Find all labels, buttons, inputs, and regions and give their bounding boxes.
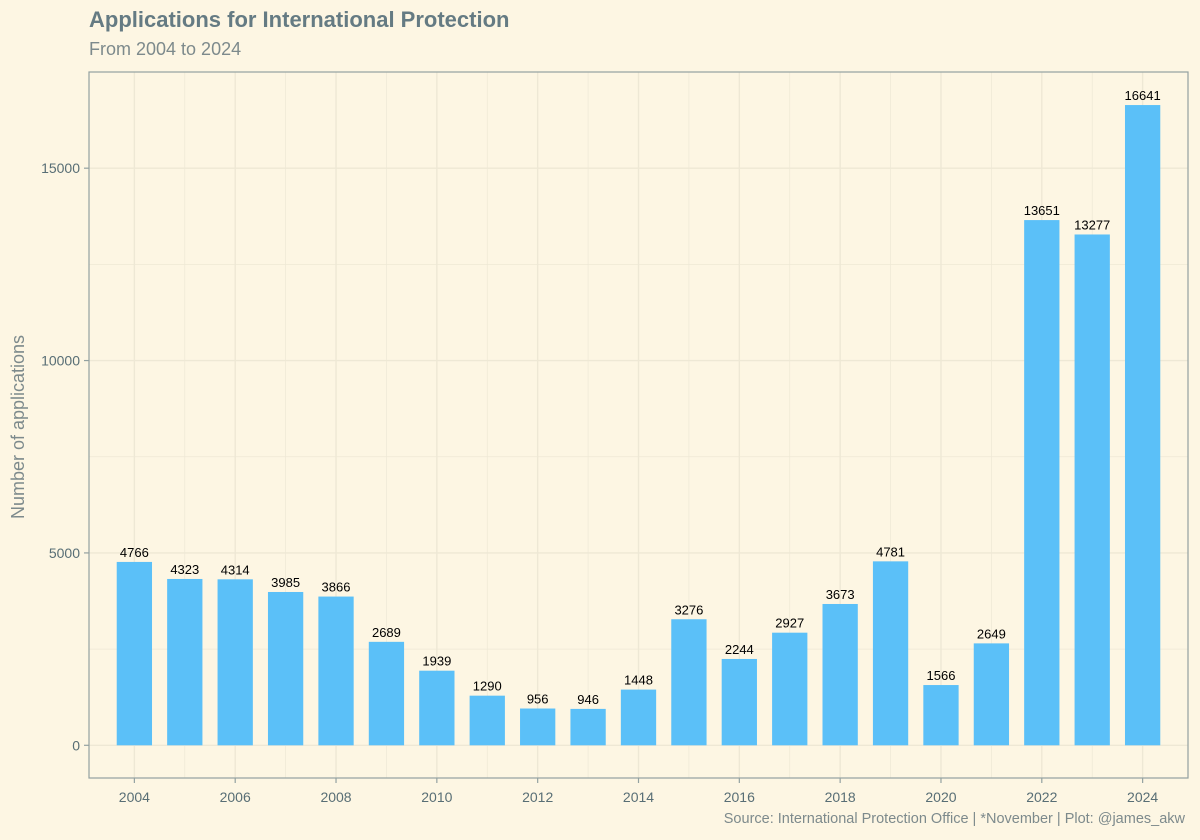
- x-tick-label: 2018: [825, 789, 856, 805]
- chart-subtitle: From 2004 to 2024: [89, 39, 242, 59]
- bar-2011: [469, 695, 505, 746]
- y-tick-label: 15000: [41, 160, 80, 176]
- data-label-2011: 1290: [473, 679, 502, 694]
- data-labels: 4766 4323 4314 3985 3866 2689 1939 1290 956 946 14…: [120, 88, 1161, 707]
- y-tick-label: 10000: [41, 353, 80, 369]
- data-label-2006: 4314: [221, 562, 250, 577]
- x-axis-ticks: 2004 2006 2008 2010 2012 2014 2016 2018 2020 2022…: [119, 778, 1158, 805]
- data-label-2007: 3985: [271, 575, 300, 590]
- bar-2021: [973, 643, 1010, 746]
- bar-2022: [1024, 220, 1060, 746]
- bar-2023: [1074, 234, 1110, 746]
- y-axis-ticks: 0 5000 10000 15000: [41, 160, 89, 753]
- x-tick-label: 2024: [1127, 789, 1158, 805]
- data-label-2020: 1566: [927, 668, 956, 683]
- x-tick-label: 2022: [1026, 789, 1057, 805]
- bar-2005: [167, 578, 203, 746]
- bar-2019: [872, 561, 909, 746]
- bar-2010: [419, 670, 455, 746]
- data-label-2024: 16641: [1125, 88, 1161, 103]
- data-label-2012: 956: [527, 692, 549, 707]
- x-tick-label: 2004: [119, 789, 150, 805]
- bar-2014: [620, 689, 657, 746]
- data-label-2014: 1448: [624, 673, 653, 688]
- data-label-2015: 3276: [674, 602, 703, 617]
- data-label-2018: 3673: [826, 587, 855, 602]
- bars: [116, 105, 1161, 746]
- x-tick-label: 2006: [220, 789, 251, 805]
- chart-caption: Source: International Protection Office …: [723, 811, 1185, 827]
- data-label-2019: 4781: [876, 544, 905, 559]
- bar-2008: [318, 596, 354, 746]
- data-label-2004: 4766: [120, 545, 149, 560]
- bar-2017: [772, 632, 808, 746]
- data-label-2017: 2927: [775, 616, 804, 631]
- x-tick-label: 2016: [724, 789, 755, 805]
- bar-2016: [721, 658, 757, 746]
- bar-2013: [570, 708, 606, 746]
- x-tick-label: 2012: [522, 789, 553, 805]
- data-label-2016: 2244: [725, 642, 754, 657]
- data-label-2008: 3866: [322, 580, 351, 595]
- data-label-2022: 13651: [1024, 203, 1060, 218]
- bar-2024: [1124, 105, 1161, 746]
- y-tick-label: 5000: [49, 545, 80, 561]
- y-axis-label: Number of applications: [8, 335, 28, 519]
- x-tick-label: 2010: [421, 789, 452, 805]
- x-tick-label: 2008: [320, 789, 351, 805]
- bar-2006: [217, 579, 253, 746]
- data-label-2005: 4323: [170, 562, 199, 577]
- bar-2007: [267, 591, 304, 746]
- bar-2012: [520, 708, 556, 746]
- bar-2015: [671, 619, 707, 746]
- data-label-2013: 946: [577, 692, 599, 707]
- data-label-2009: 2689: [372, 625, 401, 640]
- x-tick-label: 2014: [623, 789, 654, 805]
- data-label-2023: 13277: [1074, 217, 1110, 232]
- bar-2020: [923, 685, 959, 746]
- bar-2018: [822, 603, 858, 746]
- y-tick-label: 0: [72, 737, 80, 753]
- x-tick-label: 2020: [925, 789, 956, 805]
- bar-2004: [116, 561, 153, 746]
- data-label-2010: 1939: [422, 654, 451, 669]
- chart-title: Applications for International Protectio…: [89, 7, 510, 32]
- bar-2009: [368, 641, 405, 746]
- data-label-2021: 2649: [977, 626, 1006, 641]
